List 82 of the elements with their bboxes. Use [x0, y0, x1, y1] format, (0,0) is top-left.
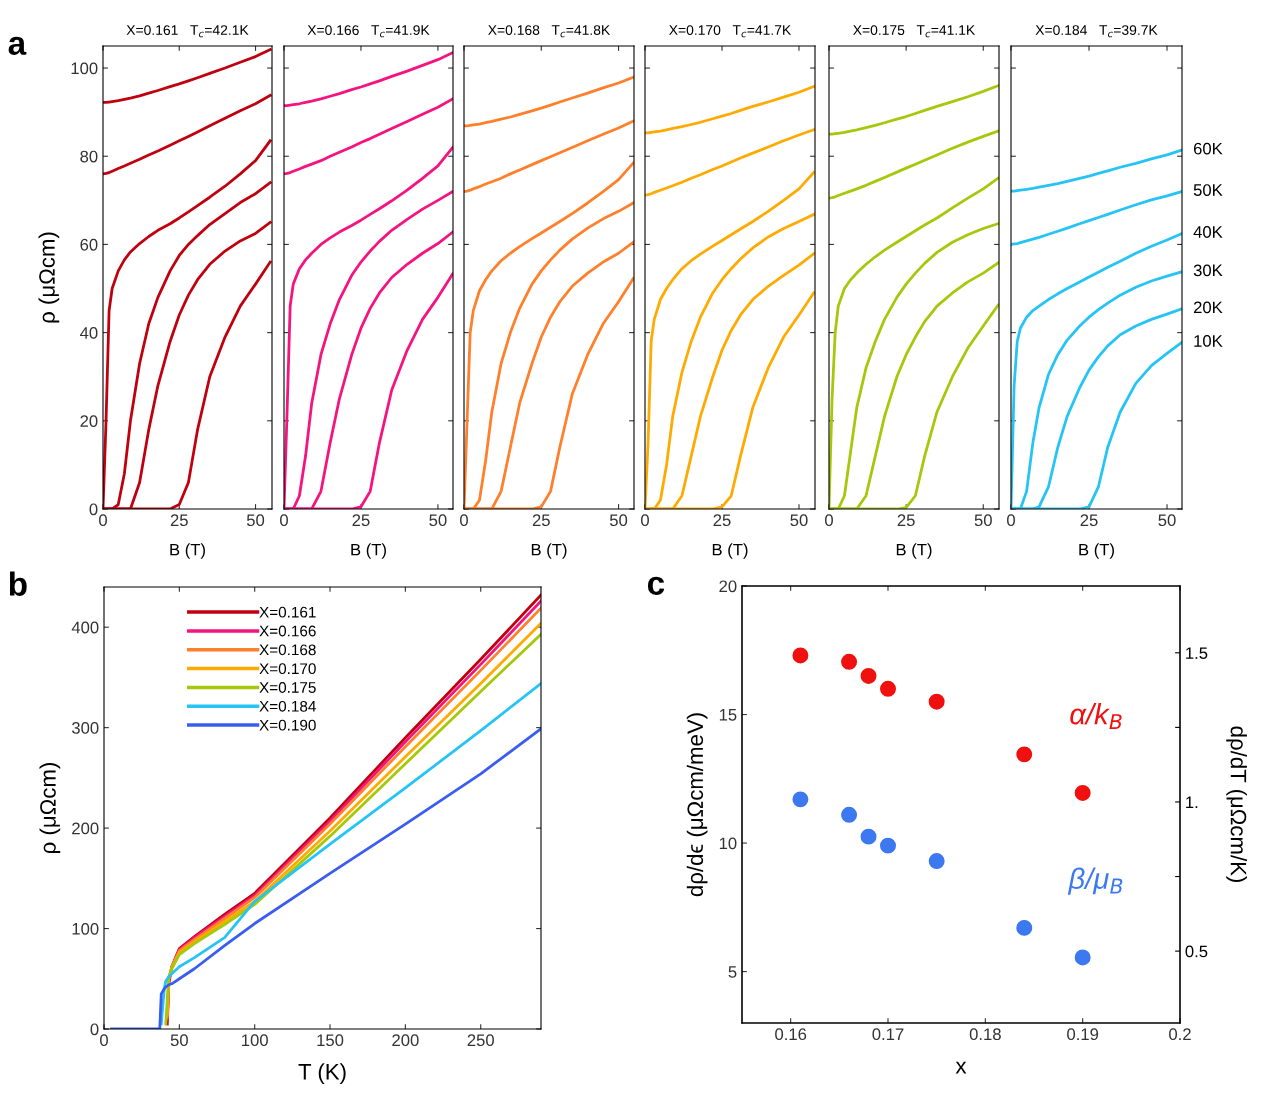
x-tick-label: 50: [1158, 514, 1176, 527]
chart-title: X=0.175 T$_{c}$=41.1K: [853, 25, 976, 38]
y2-axis-title: dρ/dT (μΩcm/K): [1226, 726, 1247, 882]
chart-title: X=0.170 T$_{c}$=41.7K: [669, 25, 792, 38]
y-tick-label: 200: [72, 822, 99, 835]
series-label: α/k$_{B}$: [1070, 703, 1122, 730]
x-tick-label: 25: [1080, 514, 1098, 527]
x-tick-label: 25: [352, 514, 370, 527]
x-axis-title: B (T): [170, 543, 205, 559]
x-tick-label: 25: [713, 514, 731, 527]
x-tick-label: 25: [897, 514, 915, 527]
x-tick-label: 50: [246, 514, 265, 527]
x-tick-label: 25: [170, 514, 188, 527]
x-tick-label: 0.19: [1067, 1028, 1099, 1041]
series-label: 30K: [1193, 264, 1223, 277]
chart-title: X=0.184 T$_{c}$=39.7K: [1035, 25, 1158, 38]
x-tick-label: 50: [974, 514, 992, 527]
text: c: [647, 576, 665, 595]
y-tick-label: 80: [80, 150, 98, 163]
y-tick-label: 20: [80, 415, 98, 428]
y-axis-title: ρ (μΩcm): [39, 763, 61, 853]
x-tick-label: 50: [170, 1034, 188, 1047]
text: b: [9, 571, 27, 596]
y-tick-label: 60: [80, 238, 98, 251]
chart-title: X=0.166 T$_{c}$=41.9K: [307, 25, 430, 38]
x-axis-title: T (K): [298, 1063, 346, 1084]
x-axis-title: B (T): [1079, 543, 1114, 559]
x-tick-label: 0: [1007, 514, 1015, 527]
y2-tick-label: 0.5: [1185, 945, 1208, 958]
x-tick-label: 50: [790, 514, 808, 527]
x-tick-label: 250: [467, 1034, 494, 1047]
y-tick-label: 15: [719, 709, 737, 721]
y-tick-label: 40: [79, 327, 98, 339]
series-label: 10K: [1194, 334, 1223, 347]
text: a: [8, 36, 27, 55]
x-axis-title: B (T): [712, 543, 748, 559]
series-label: β/μ$_{B}$: [1067, 867, 1123, 895]
x-tick-label: 0.2: [1169, 1028, 1191, 1041]
y-tick-label: 10: [719, 837, 737, 850]
legend-label: X=0.166: [259, 625, 316, 637]
x-tick-label: 150: [317, 1034, 344, 1047]
x-axis-title: B (T): [896, 543, 932, 559]
legend-label: X=0.161: [259, 606, 316, 618]
y-tick-label: 400: [71, 621, 99, 634]
x-axis-title: B (T): [351, 543, 386, 559]
x-tick-label: 0.17: [872, 1028, 904, 1041]
x-tick-label: 0: [280, 514, 288, 527]
y-axis-title: dρ/dϵ (μΩcm/meV): [686, 713, 708, 897]
x-tick-label: 0.16: [775, 1028, 807, 1041]
x-tick-label: 25: [532, 514, 550, 527]
y-tick-label: 300: [71, 722, 99, 734]
x-tick-label: 0: [641, 514, 649, 527]
x-axis-title: B (T): [531, 543, 567, 559]
chart-title: X=0.168 T$_{c}$=41.8K: [488, 25, 611, 38]
x-tick-label: 0: [825, 514, 833, 527]
series-label: 60K: [1193, 142, 1223, 155]
legend-label: X=0.184: [259, 700, 316, 712]
y-axis-title: ρ (μΩcm): [38, 232, 60, 323]
chart-title: X=0.161 T$_{c}$=42.1K: [126, 25, 249, 38]
x-tick-label: 0: [99, 514, 107, 527]
y-tick-label: 5: [728, 966, 737, 978]
y-tick-label: 20: [719, 580, 737, 593]
y-tick-label: 100: [71, 62, 98, 75]
y2-tick-label: 1.: [1186, 796, 1198, 808]
legend-label: X=0.175: [259, 682, 316, 693]
y2-tick-label: 1.5: [1186, 647, 1208, 660]
y-tick-label: 0: [89, 503, 98, 516]
x-tick-label: 0: [460, 514, 468, 527]
x-tick-label: 100: [242, 1034, 268, 1047]
y-tick-label: 100: [72, 922, 99, 935]
series-label: 50K: [1193, 184, 1223, 196]
series-label: 20K: [1193, 301, 1223, 314]
x-tick-label: 50: [609, 514, 628, 527]
legend-label: X=0.168: [259, 644, 316, 656]
x-axis-title: x: [955, 1061, 967, 1074]
x-tick-label: 0: [100, 1034, 108, 1047]
series-label: 40K: [1193, 226, 1223, 238]
x-tick-label: 50: [429, 514, 447, 527]
x-tick-label: 200: [392, 1034, 419, 1047]
x-tick-label: 0.18: [969, 1028, 1001, 1041]
legend-label: X=0.190: [259, 719, 316, 731]
legend-label: X=0.170: [259, 663, 316, 675]
